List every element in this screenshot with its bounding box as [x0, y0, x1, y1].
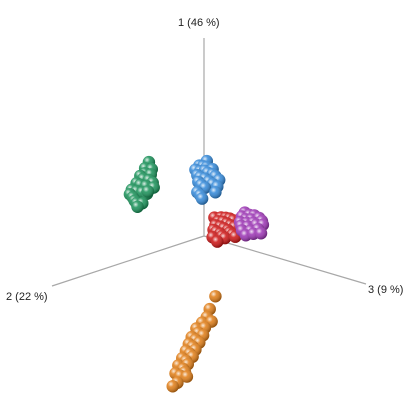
scatter-points	[123, 154, 270, 393]
axis-1-label: 1 (46 %)	[178, 17, 220, 29]
axis-2-line	[51, 235, 205, 287]
axis-2-label: 2 (22 %)	[6, 291, 48, 303]
scatter-point-shading	[211, 235, 224, 248]
scatter-point-shading	[254, 227, 268, 240]
axis-3-line	[203, 235, 367, 285]
axis-3-label: 3 (9 %)	[368, 284, 403, 296]
scatter-point-shading	[166, 380, 179, 393]
scatter-point-shading	[209, 290, 222, 303]
scatter-point-shading	[180, 370, 194, 383]
scatter-point-shading	[209, 186, 222, 199]
scatter-point-shading	[141, 185, 155, 198]
scatter-point-shading	[131, 200, 144, 213]
scatter-point-shading	[195, 192, 209, 205]
